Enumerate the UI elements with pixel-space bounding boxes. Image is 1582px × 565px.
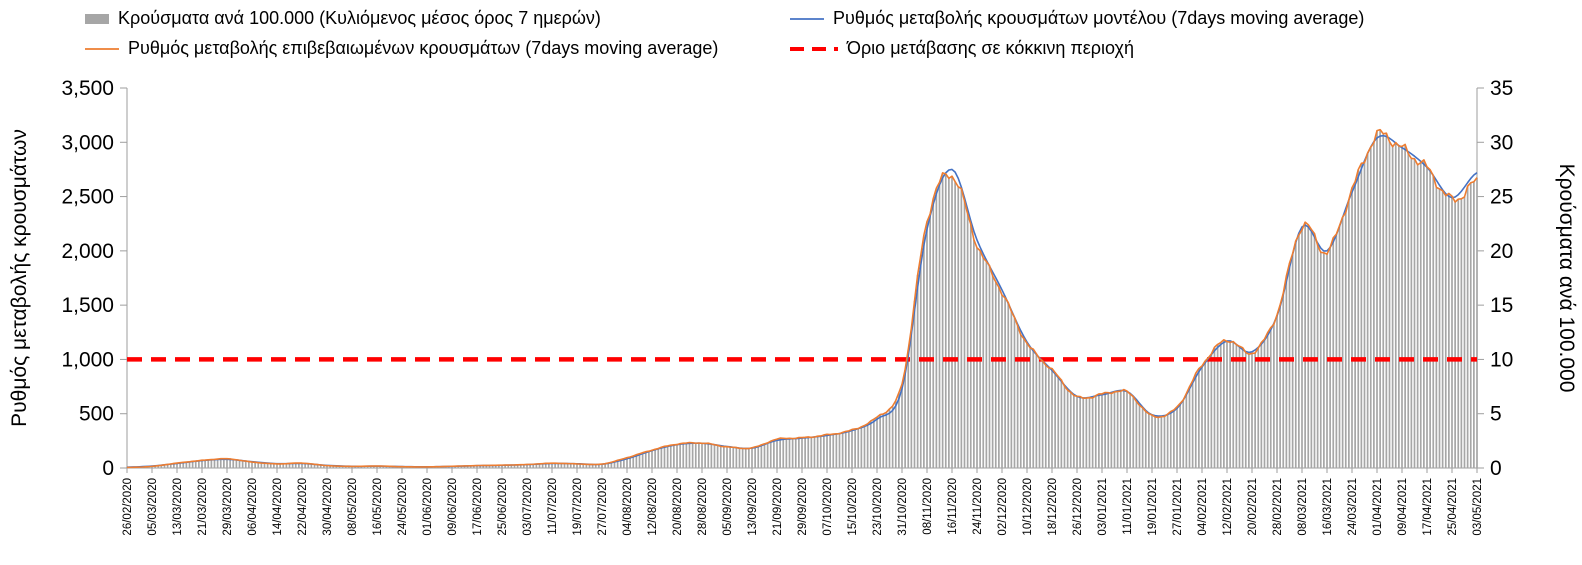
legend-item-cases-per-100k: Κρούσματα ανά 100.000 (Κυλιόμενος μέσος … — [84, 8, 789, 29]
svg-text:28/02/2021: 28/02/2021 — [1272, 478, 1284, 536]
svg-text:03/07/2020: 03/07/2020 — [522, 478, 534, 536]
svg-text:01/06/2020: 01/06/2020 — [422, 478, 434, 536]
svg-text:29/03/2020: 29/03/2020 — [222, 478, 234, 536]
bar-swatch-icon — [85, 13, 109, 24]
svg-text:14/04/2020: 14/04/2020 — [272, 478, 284, 536]
svg-text:11/01/2021: 11/01/2021 — [1122, 478, 1134, 535]
svg-text:1,000: 1,000 — [61, 348, 114, 371]
svg-text:15/10/2020: 15/10/2020 — [847, 478, 859, 536]
svg-text:16/05/2020: 16/05/2020 — [372, 478, 384, 536]
svg-text:20: 20 — [1490, 240, 1513, 263]
svg-text:19/01/2021: 19/01/2021 — [1147, 478, 1159, 536]
svg-text:24/05/2020: 24/05/2020 — [397, 478, 409, 536]
right-axis-title: Κρούσματα ανά 100.000 — [1555, 164, 1578, 393]
svg-text:25: 25 — [1490, 186, 1513, 209]
svg-text:25/06/2020: 25/06/2020 — [497, 478, 509, 536]
legend-label-confirmed-rate: Ρυθμός μεταβολής επιβεβαιωμένων κρουσμάτ… — [128, 38, 719, 58]
svg-text:24/03/2021: 24/03/2021 — [1347, 478, 1359, 536]
svg-text:15: 15 — [1490, 294, 1513, 317]
svg-text:16/03/2021: 16/03/2021 — [1322, 478, 1334, 536]
legend-label-model-rate: Ρυθμός μεταβολής κρουσμάτων μοντέλου (7d… — [833, 8, 1365, 28]
svg-text:03/05/2021: 03/05/2021 — [1472, 478, 1484, 536]
svg-text:0: 0 — [1490, 457, 1502, 480]
svg-text:16/11/2020: 16/11/2020 — [947, 478, 959, 535]
legend-label-cases-per-100k: Κρούσματα ανά 100.000 (Κυλιόμενος μέσος … — [118, 8, 601, 28]
svg-text:09/06/2020: 09/06/2020 — [447, 478, 459, 536]
svg-text:08/11/2020: 08/11/2020 — [922, 478, 934, 535]
svg-text:1,500: 1,500 — [61, 294, 114, 317]
line-swatch-icon — [790, 17, 824, 20]
svg-text:24/11/2020: 24/11/2020 — [972, 478, 984, 535]
svg-text:3,500: 3,500 — [61, 77, 114, 100]
dashed-line-swatch-icon — [790, 46, 838, 51]
svg-text:25/04/2021: 25/04/2021 — [1447, 478, 1459, 536]
y-axis-left: 0 500 1,000 1,500 2,000 2,500 3,000 3,500 — [61, 77, 127, 480]
svg-text:31/10/2020: 31/10/2020 — [897, 478, 909, 536]
svg-text:11/07/2020: 11/07/2020 — [547, 478, 559, 535]
svg-text:03/01/2021: 03/01/2021 — [1097, 478, 1109, 536]
line-swatch-icon — [85, 47, 119, 50]
svg-text:06/04/2020: 06/04/2020 — [247, 478, 259, 536]
y-axis-right: 0 5 10 15 20 25 30 35 — [1477, 77, 1513, 480]
svg-text:27/01/2021: 27/01/2021 — [1172, 478, 1184, 536]
legend-item-confirmed-rate: Ρυθμός μεταβολής επιβεβαιωμένων κρουσμάτ… — [84, 38, 789, 59]
svg-text:13/09/2020: 13/09/2020 — [747, 478, 759, 536]
bars-series-cases-per-100k — [126, 129, 1478, 468]
svg-text:05/09/2020: 05/09/2020 — [722, 478, 734, 536]
svg-text:17/04/2021: 17/04/2021 — [1422, 478, 1434, 536]
svg-text:27/07/2020: 27/07/2020 — [597, 478, 609, 536]
svg-text:30/04/2020: 30/04/2020 — [322, 478, 334, 536]
svg-text:09/04/2021: 09/04/2021 — [1397, 478, 1409, 536]
svg-text:2,500: 2,500 — [61, 186, 114, 209]
svg-text:01/04/2021: 01/04/2021 — [1372, 478, 1384, 536]
svg-text:19/07/2020: 19/07/2020 — [572, 478, 584, 536]
svg-text:10/12/2020: 10/12/2020 — [1022, 478, 1034, 536]
svg-text:29/09/2020: 29/09/2020 — [797, 478, 809, 536]
svg-text:21/03/2020: 21/03/2020 — [197, 478, 209, 536]
svg-text:13/03/2020: 13/03/2020 — [172, 478, 184, 536]
svg-text:10: 10 — [1490, 348, 1513, 371]
svg-text:28/08/2020: 28/08/2020 — [697, 478, 709, 536]
svg-text:08/03/2021: 08/03/2021 — [1297, 478, 1309, 536]
x-axis: 26/02/2020 05/03/2020 13/03/2020 21/03/2020… — [122, 468, 1484, 536]
svg-text:12/08/2020: 12/08/2020 — [647, 478, 659, 536]
svg-text:5: 5 — [1490, 403, 1502, 426]
svg-text:18/12/2020: 18/12/2020 — [1047, 478, 1059, 536]
svg-text:17/06/2020: 17/06/2020 — [472, 478, 484, 536]
svg-text:22/04/2020: 22/04/2020 — [297, 478, 309, 536]
svg-text:05/03/2020: 05/03/2020 — [147, 478, 159, 536]
confirmed-rate-line — [126, 128, 1478, 469]
svg-text:21/09/2020: 21/09/2020 — [772, 478, 784, 536]
svg-text:02/12/2020: 02/12/2020 — [997, 478, 1009, 536]
svg-text:26/02/2020: 26/02/2020 — [122, 478, 134, 536]
svg-text:08/05/2020: 08/05/2020 — [347, 478, 359, 536]
svg-text:3,000: 3,000 — [61, 131, 114, 154]
svg-text:04/08/2020: 04/08/2020 — [622, 478, 634, 536]
svg-text:0: 0 — [102, 457, 114, 480]
svg-text:23/10/2020: 23/10/2020 — [872, 478, 884, 536]
svg-text:12/02/2021: 12/02/2021 — [1222, 478, 1234, 536]
chart-legend: Κρούσματα ανά 100.000 (Κυλιόμενος μέσος … — [84, 8, 1364, 59]
svg-text:35: 35 — [1490, 77, 1513, 100]
left-axis-title: Ρυθμός μεταβολής κρουσμάτων — [8, 129, 31, 427]
legend-item-model-rate: Ρυθμός μεταβολής κρουσμάτων μοντέλου (7d… — [789, 8, 1364, 29]
svg-text:26/12/2020: 26/12/2020 — [1072, 478, 1084, 536]
svg-text:07/10/2020: 07/10/2020 — [822, 478, 834, 536]
legend-item-red-zone-threshold: Όριο μετάβασης σε κόκκινη περιοχή — [789, 38, 1364, 59]
legend-label-red-zone-threshold: Όριο μετάβασης σε κόκκινη περιοχή — [847, 38, 1135, 58]
svg-text:04/02/2021: 04/02/2021 — [1197, 478, 1209, 536]
svg-text:500: 500 — [79, 403, 114, 426]
svg-text:2,000: 2,000 — [61, 240, 114, 263]
svg-text:20/08/2020: 20/08/2020 — [672, 478, 684, 536]
svg-text:30: 30 — [1490, 131, 1513, 154]
svg-text:20/02/2021: 20/02/2021 — [1247, 478, 1259, 536]
